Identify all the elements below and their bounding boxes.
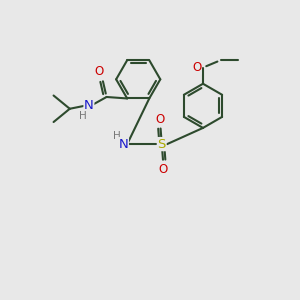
Text: O: O: [94, 65, 104, 79]
Text: H: H: [113, 131, 121, 141]
Text: O: O: [159, 163, 168, 176]
Text: S: S: [158, 138, 166, 151]
Text: H: H: [79, 111, 87, 121]
Text: N: N: [84, 99, 94, 112]
Text: N: N: [118, 138, 128, 151]
Text: O: O: [156, 112, 165, 126]
Text: O: O: [192, 61, 201, 74]
